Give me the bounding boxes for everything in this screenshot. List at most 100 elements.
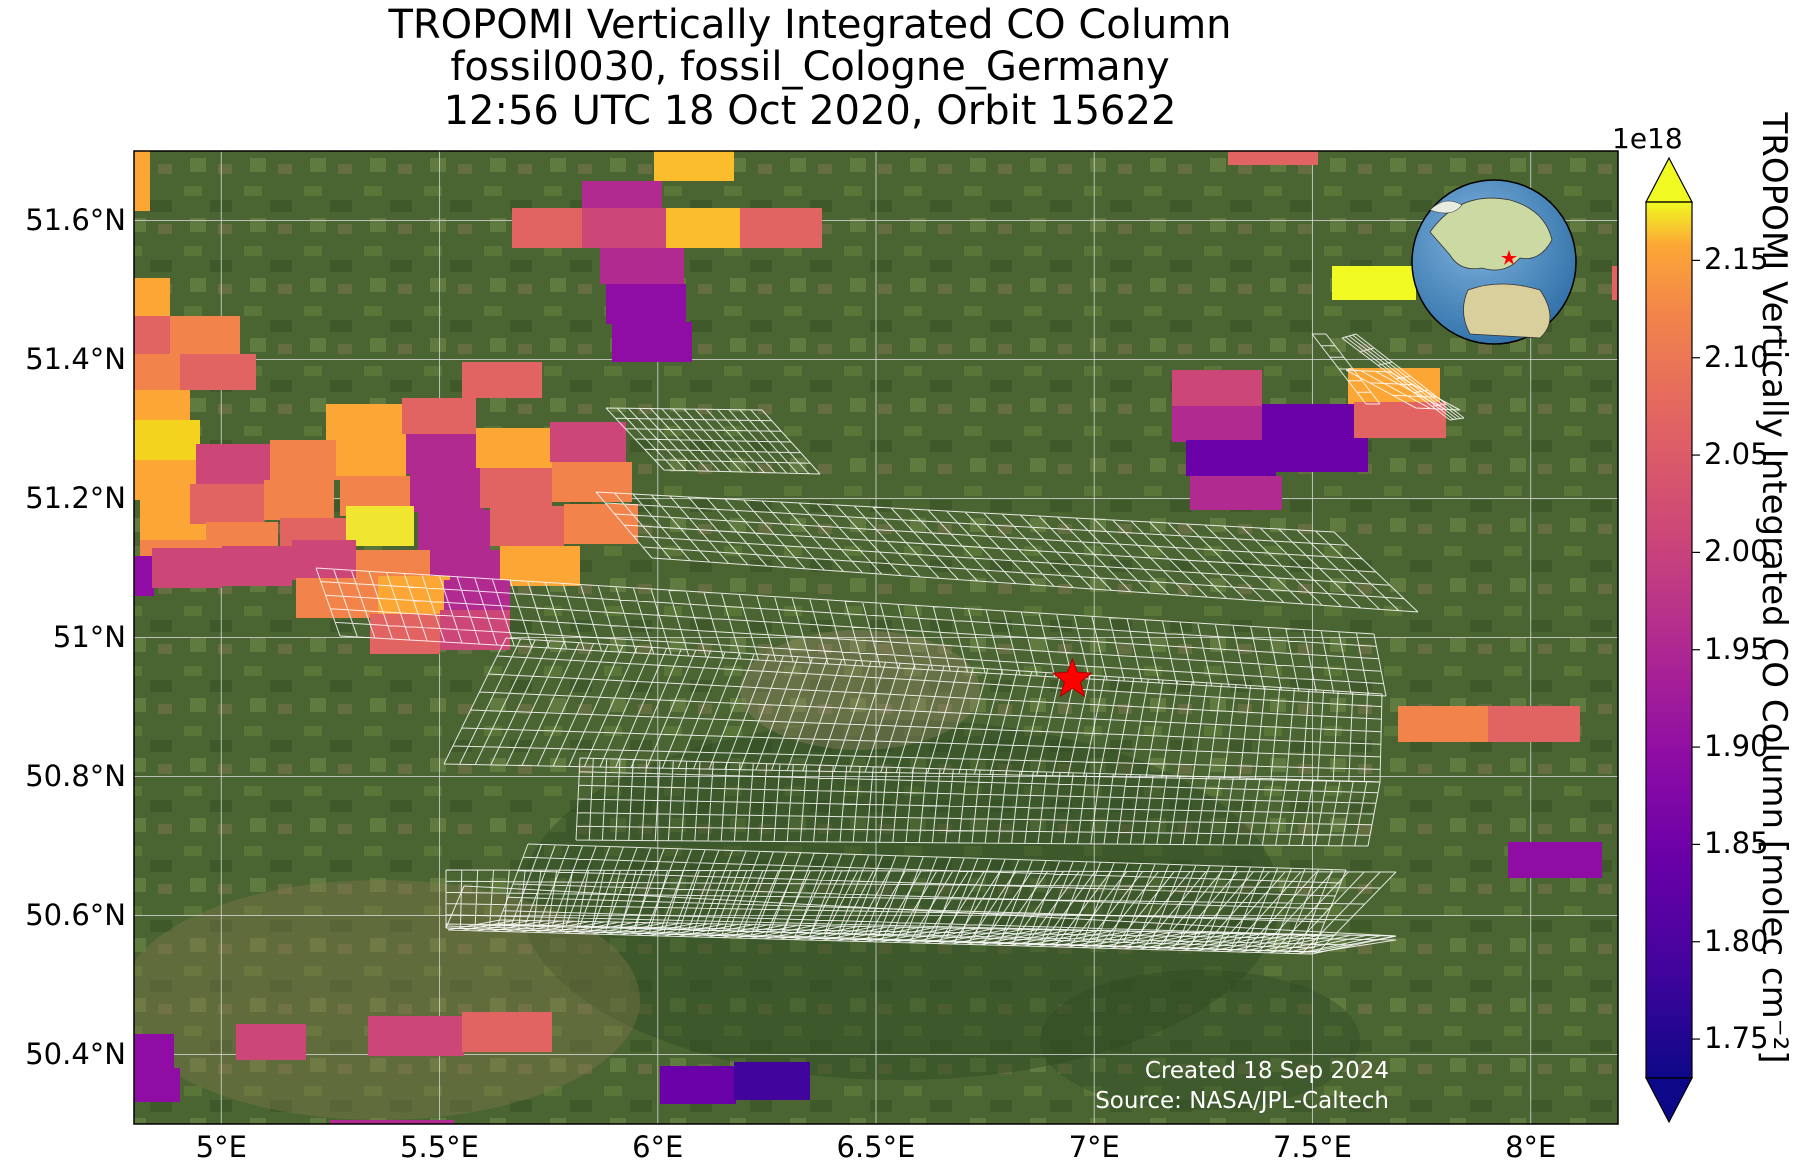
co-pixel: [170, 316, 240, 354]
co-pixel: [606, 284, 686, 324]
x-tick-label: 8°E: [1505, 1130, 1557, 1164]
y-tick-label: 51.2°N: [25, 480, 126, 515]
colorbar-tick-label: 1.75: [1704, 1021, 1769, 1056]
co-pixel: [1172, 370, 1262, 406]
y-tick-label: 51°N: [52, 619, 126, 654]
co-pixel: [152, 548, 222, 588]
co-pixel: [552, 462, 632, 502]
co-pixel: [406, 434, 482, 474]
co-pixel: [476, 428, 552, 468]
co-pixel: [330, 1120, 454, 1124]
colorbar-tick-label: 2.00: [1704, 534, 1769, 569]
co-pixel: [134, 390, 190, 420]
co-pixel: [734, 1062, 810, 1100]
co-pixel: [1508, 842, 1602, 878]
co-pixel: [264, 480, 334, 520]
x-tick-label: 6.5°E: [836, 1130, 916, 1164]
co-pixel: [418, 510, 490, 550]
co-pixel: [1228, 151, 1318, 165]
co-pixel: [660, 1066, 736, 1104]
co-pixel: [134, 1068, 180, 1102]
co-pixel: [410, 472, 484, 512]
x-tick-label: 7.5°E: [1272, 1130, 1352, 1164]
colorbar: [1645, 156, 1700, 1124]
y-tick-label: 51.6°N: [25, 202, 126, 237]
co-pixel: [1612, 266, 1618, 300]
co-pixel: [462, 1012, 552, 1052]
co-pixel: [1332, 266, 1416, 300]
co-pixel: [1186, 440, 1276, 476]
title-line-1: TROPOMI Vertically Integrated CO Column: [388, 2, 1232, 48]
colorbar-tick-label: 1.90: [1704, 729, 1769, 764]
co-pixel: [490, 506, 564, 546]
x-tick-label: 6°E: [632, 1130, 684, 1164]
co-pixel: [134, 420, 200, 460]
co-pixel: [582, 208, 666, 248]
co-pixel: [500, 546, 580, 586]
co-pixel: [134, 1034, 174, 1070]
co-pixel: [654, 151, 734, 181]
colorbar-tick-label: 2.10: [1704, 339, 1769, 374]
target-star-icon: [1052, 657, 1093, 698]
co-pixel: [1354, 402, 1446, 438]
swath-grid: [605, 407, 821, 475]
co-pixel: [346, 506, 414, 546]
y-tick-label: 51.4°N: [25, 341, 126, 376]
co-pixel: [1276, 436, 1368, 472]
co-pixel: [222, 546, 292, 586]
colorbar-tick-label: 1.95: [1704, 631, 1769, 666]
swath-grid: [1341, 333, 1465, 421]
co-pixel: [550, 422, 626, 462]
co-pixel: [134, 556, 154, 596]
co-pixel: [134, 151, 150, 211]
co-pixel: [462, 362, 542, 398]
swath-grid: [443, 637, 1383, 783]
swath-grid: [315, 567, 1387, 697]
swath-grid: [1311, 333, 1381, 405]
swath-grid: [595, 491, 1419, 613]
co-pixel: [612, 322, 692, 362]
co-pixel: [370, 614, 440, 654]
x-tick-label: 5.5°E: [400, 1130, 479, 1164]
co-pixel: [196, 444, 270, 484]
co-pixel: [336, 436, 406, 476]
co-pixel: [480, 468, 552, 508]
y-tick-label: 50.8°N: [25, 758, 126, 793]
co-pixel: [190, 484, 264, 524]
co-pixel: [368, 1016, 464, 1056]
x-tick-label: 5°E: [195, 1130, 247, 1164]
colorbar-tick-label: 2.05: [1704, 437, 1769, 472]
co-pixel: [600, 248, 684, 284]
swath-grid: [445, 869, 1397, 953]
co-pixel: [134, 278, 170, 316]
co-pixel: [292, 540, 356, 580]
co-pixel: [134, 354, 180, 390]
swath-outline-grids: [315, 333, 1465, 955]
swath-grid: [575, 757, 1381, 847]
co-pixel: [1488, 706, 1580, 742]
co-pixel: [666, 208, 748, 248]
title-line-3: 12:56 UTC 18 Oct 2020, Orbit 15622: [443, 88, 1177, 134]
co-pixel: [1190, 476, 1282, 510]
co-pixel: [236, 1024, 306, 1060]
co-pixel: [1172, 406, 1264, 442]
co-pixel: [740, 208, 822, 248]
map-frame: [133, 150, 1619, 1125]
y-tick-label: 50.4°N: [25, 1036, 126, 1071]
colorbar-label: TROPOMI Vertically Integrated CO Column …: [1754, 112, 1794, 1064]
colorbar-tick-label: 2.15: [1704, 242, 1769, 277]
x-tick-label: 7°E: [1068, 1130, 1120, 1164]
co-pixel: [180, 354, 256, 390]
co-pixel: [1262, 404, 1354, 440]
credit-source: Source: NASA/JPL-Caltech: [1095, 1088, 1389, 1114]
title-line-2: fossil0030, fossil_Cologne_Germany: [450, 44, 1170, 90]
co-pixel: [134, 316, 174, 354]
colorbar-tick-label: 1.80: [1704, 923, 1769, 958]
swath-grid: [445, 885, 1397, 953]
colorbar-tick-label: 1.85: [1704, 826, 1769, 861]
swath-grid: [1345, 369, 1461, 411]
credit-created: Created 18 Sep 2024: [1144, 1058, 1389, 1084]
co-pixel: [378, 576, 450, 616]
